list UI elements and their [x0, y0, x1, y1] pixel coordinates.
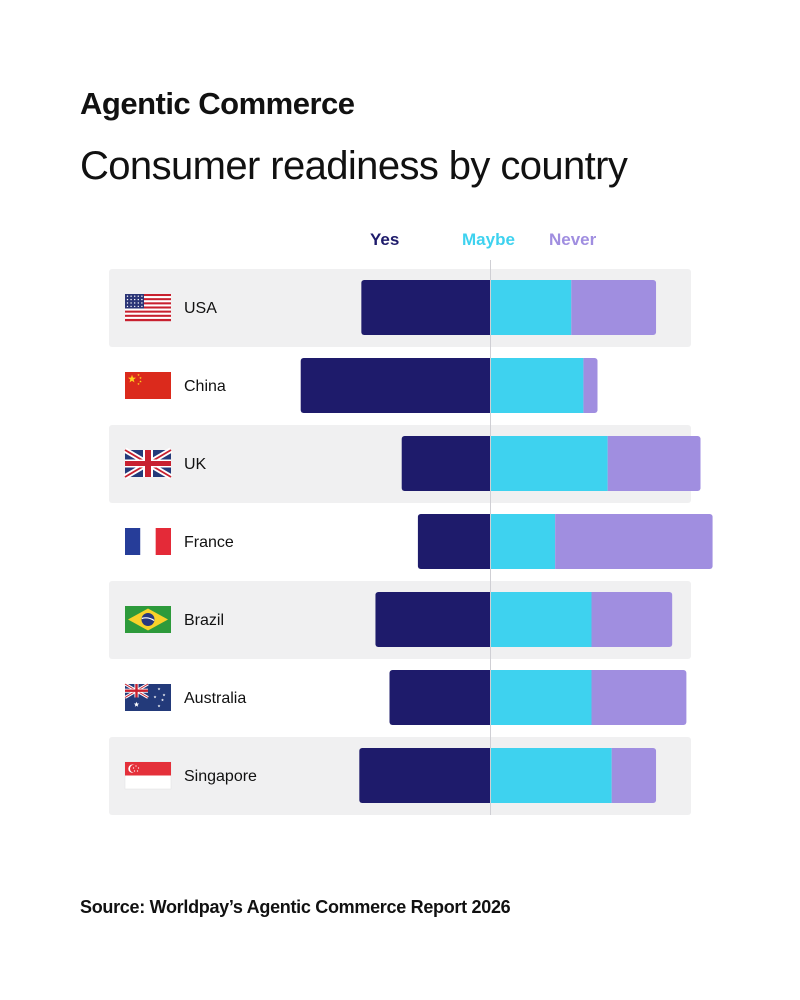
bar-group	[375, 592, 673, 647]
bar-group	[389, 670, 687, 725]
bar-maybe-uk	[490, 436, 608, 491]
source-note: Source: Worldpay’s Agentic Commerce Repo…	[80, 897, 511, 917]
bar-maybe-singapore	[490, 748, 612, 803]
bar-group	[401, 436, 701, 491]
category-label: Singapore	[184, 768, 257, 785]
chart-row: Singapore	[109, 737, 691, 815]
bar-never-singapore	[611, 748, 657, 803]
uk-flag-icon	[123, 447, 173, 480]
report-kicker: Agentic Commerce	[80, 86, 355, 121]
bar-never-uk	[607, 436, 701, 491]
category-label: China	[184, 378, 226, 395]
bar-maybe-brazil	[490, 592, 592, 647]
header: Agentic Commerce	[80, 86, 355, 122]
bar-maybe-france	[490, 514, 556, 569]
legend-never: Never	[549, 230, 597, 249]
category-label: France	[184, 534, 234, 551]
chart-row: Australia	[184, 670, 687, 725]
bar-maybe-usa	[490, 280, 572, 335]
legend-yes: Yes	[370, 230, 400, 249]
stacked-bar-chart: USA China UK France Brazil Australia Singapore	[109, 260, 713, 815]
bar-group	[417, 514, 713, 569]
bar-yes-australia	[389, 670, 491, 725]
bar-yes-singapore	[359, 748, 491, 803]
bar-maybe-australia	[490, 670, 592, 725]
chart-row: Brazil	[109, 581, 691, 659]
category-label: UK	[184, 456, 207, 473]
bar-group	[300, 358, 598, 413]
legend-maybe: Maybe	[462, 230, 515, 249]
china-flag-icon	[125, 372, 171, 399]
chart-row: France	[184, 514, 713, 569]
bar-yes-brazil	[375, 592, 491, 647]
bar-never-usa	[571, 280, 657, 335]
australia-flag-icon	[124, 682, 171, 711]
france-flag-icon	[125, 528, 171, 555]
chart-row: China	[184, 358, 598, 413]
bar-never-australia	[591, 670, 687, 725]
category-label: Brazil	[184, 612, 224, 629]
bar-yes-uk	[401, 436, 491, 491]
bar-yes-china	[300, 358, 491, 413]
flags	[123, 294, 173, 790]
bar-yes-france	[417, 514, 491, 569]
singapore-flag-icon	[124, 761, 172, 790]
brazil-flag-icon	[125, 606, 171, 633]
legend: Yes Maybe Never	[0, 230, 800, 252]
chart-row: USA	[109, 269, 691, 347]
chart-row: UK	[109, 425, 701, 503]
bar-group	[361, 280, 657, 335]
bar-group	[359, 748, 657, 803]
bar-yes-usa	[361, 280, 491, 335]
bar-maybe-china	[490, 358, 584, 413]
chart-title: Consumer readiness by country	[80, 144, 628, 188]
bar-never-china	[583, 358, 598, 413]
bar-never-brazil	[591, 592, 673, 647]
bar-never-france	[555, 514, 713, 569]
us-flag-icon	[125, 294, 171, 322]
category-label: USA	[184, 300, 217, 317]
category-label: Australia	[184, 690, 246, 707]
